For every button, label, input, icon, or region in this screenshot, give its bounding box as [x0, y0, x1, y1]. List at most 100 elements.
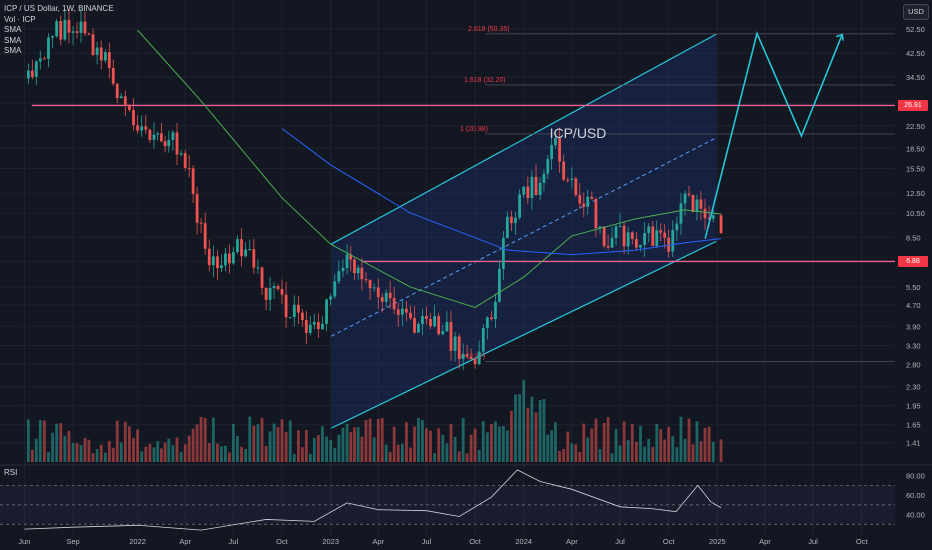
y-tick-label: 4.70: [906, 301, 921, 310]
volume-bar: [191, 428, 195, 462]
volume-bar: [614, 428, 618, 462]
x-tick-label: Jun: [18, 537, 30, 546]
volume-bar: [75, 443, 79, 462]
volume-bar: [719, 439, 723, 462]
x-tick-label: 2023: [322, 537, 339, 546]
candle-body: [199, 222, 203, 224]
volume-bar: [586, 437, 590, 462]
candle-body: [341, 267, 345, 272]
volume-bar: [384, 444, 388, 462]
volume-bar: [321, 426, 324, 462]
candle-body: [240, 239, 243, 257]
rsi-tick-label: 60.00: [906, 491, 925, 500]
volume-bar: [111, 447, 115, 462]
candle-body: [175, 132, 179, 155]
volume-bar: [272, 423, 276, 462]
volume-bar: [530, 396, 534, 462]
candle-body: [304, 319, 308, 333]
rsi-label: RSI: [4, 468, 18, 477]
candle-body: [522, 186, 526, 195]
candle-body: [264, 287, 268, 300]
volume-bar: [159, 448, 163, 462]
candle-body: [622, 225, 626, 247]
candle-body: [441, 331, 445, 335]
y-tick-label: 2.30: [906, 383, 921, 392]
volume-bar: [437, 428, 441, 462]
candle-body: [485, 317, 489, 329]
candle-body: [211, 256, 215, 266]
candle-body: [316, 322, 320, 330]
volume-bar: [132, 438, 135, 462]
candle-body: [505, 216, 509, 238]
candle-body: [83, 21, 87, 34]
candle-body: [47, 37, 50, 59]
candle-body: [51, 36, 54, 38]
volume-bar: [59, 423, 63, 462]
volume-bar: [353, 427, 356, 462]
candle-body: [647, 226, 651, 234]
volume-bar: [220, 446, 223, 462]
volume-bar: [695, 421, 699, 462]
volume-bar: [570, 443, 574, 462]
rsi-line: [24, 469, 722, 531]
horizontal-levels: [31, 104, 895, 263]
candle-body: [687, 193, 691, 195]
candle-body: [296, 304, 300, 313]
volume-bar: [534, 412, 538, 462]
x-tick-label: Apr: [372, 537, 384, 546]
candle-body: [91, 34, 95, 55]
volume-bar: [546, 434, 550, 462]
candle-body: [67, 19, 71, 33]
legend-sma-1[interactable]: SMA: [4, 25, 22, 34]
volume-bar: [26, 419, 30, 462]
candle-body: [260, 267, 264, 288]
volume-bar: [312, 438, 316, 462]
volume-bar: [667, 427, 671, 462]
x-tick-label: Oct: [469, 537, 482, 546]
y-tick-label: 3.30: [906, 341, 921, 350]
volume-bar: [356, 427, 360, 462]
time-axis[interactable]: Jun Sep 2022 Apr Jul Oct 2023 Apr Jul Oct 2024 Apr J…: [18, 537, 868, 546]
x-tick-label: Jul: [422, 537, 432, 546]
legend-sma-3[interactable]: SMA: [4, 46, 22, 55]
volume-bar: [341, 427, 345, 462]
volume-bar: [699, 441, 703, 462]
price-label-lower: 6.88: [898, 255, 928, 267]
volume-bar: [203, 418, 207, 462]
candle-body: [268, 288, 272, 300]
candle-body: [119, 96, 123, 99]
volume-bar: [465, 453, 469, 462]
volume-bar: [542, 399, 546, 462]
volume-bar: [224, 445, 227, 462]
volume-bar: [409, 447, 412, 462]
candle-body: [312, 322, 316, 325]
volume-bar: [413, 426, 416, 462]
y-tick-label: 22.50: [906, 122, 925, 131]
legend-volume[interactable]: Vol · ICP: [4, 14, 36, 24]
volume-bar: [578, 451, 582, 462]
candle-body: [171, 132, 175, 140]
candle-body: [103, 52, 107, 61]
legend: ICP / US Dollar, 1W, BINANCE Vol · ICP S…: [4, 4, 114, 57]
currency-button[interactable]: USD: [903, 4, 929, 20]
volume-bar: [405, 422, 408, 462]
candle-body: [148, 129, 152, 140]
volume-bar: [659, 429, 663, 462]
candle-body: [691, 194, 695, 213]
candle-body: [449, 321, 453, 351]
legend-symbol[interactable]: ICP / US Dollar, 1W, BINANCE: [4, 4, 114, 13]
candle-body: [554, 138, 557, 146]
candle-body: [179, 153, 183, 155]
candle-body: [26, 70, 30, 79]
volume-bar: [360, 436, 364, 462]
volume-bar: [376, 419, 380, 462]
candle-body: [538, 182, 542, 195]
candle-body: [707, 218, 711, 220]
volume-bar: [276, 427, 280, 462]
volume-bar: [175, 437, 179, 462]
volume-bar: [256, 424, 260, 462]
moving-averages: [137, 29, 722, 309]
legend-sma-2[interactable]: SMA: [4, 35, 22, 45]
candle-body: [530, 176, 534, 199]
